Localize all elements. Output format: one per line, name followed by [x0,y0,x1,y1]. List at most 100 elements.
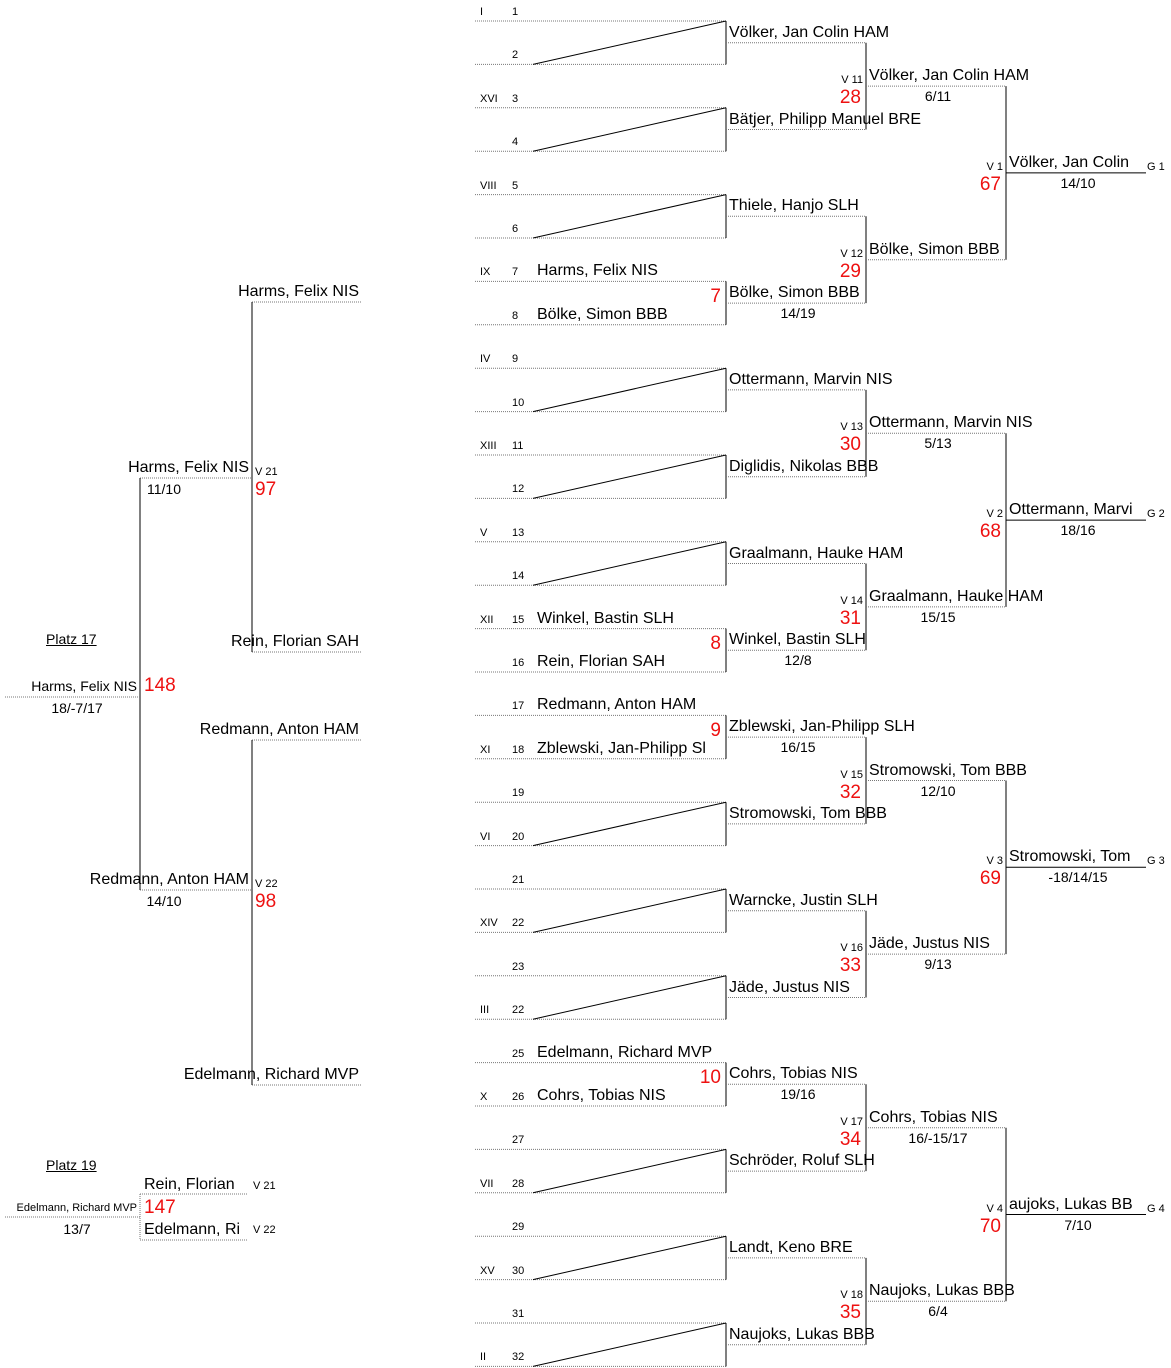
round1-winner-name: Landt, Keno BRE [729,1238,853,1256]
match-number: 9 [710,720,721,742]
round1-winner-name: Schröder, Roluf SLH [729,1152,875,1170]
seed-roman-numeral: II [480,1351,487,1364]
bye-diagonal [532,107,727,152]
match-score: 18/16 [1060,522,1096,539]
loser-reference: V 13 [840,421,863,434]
draw-position-number: 23 [512,960,525,973]
match-number: 67 [979,173,1001,195]
round1-winner-name: Thiele, Hanjo SLH [729,197,859,215]
match-score: 9/13 [924,956,952,973]
round1-winner-name: Warncke, Justin SLH [729,891,878,909]
round1-winner-name: Graalmann, Hauke HAM [729,544,904,562]
match-score: 18/-7/17 [51,700,103,716]
bye-diagonal [532,975,727,1020]
player-name: Harms, Felix NIS [537,262,658,280]
seed-roman-numeral: V [480,526,488,539]
match-number: 29 [839,260,861,282]
round3-winner-name: aujoks, Lukas BB [1009,1195,1133,1213]
round3-winner-name: Völker, Jan Colin [1009,153,1130,171]
match-score: 14/10 [146,893,182,909]
loser-reference: V 16 [840,942,863,955]
match-score: 6/4 [928,1303,948,1320]
match-score: 11/10 [147,481,181,497]
match-score: 16/15 [780,739,816,756]
match-number: 97 [255,479,277,500]
match-score: 12/10 [920,782,956,799]
match-score: 14/10 [1060,174,1096,191]
round1-winner-name: Stromowski, Tom BBB [729,804,887,822]
seed-roman-numeral: IV [480,353,491,366]
draw-position-number: 13 [512,526,525,539]
loser-reference: V 15 [840,768,863,781]
group-label: G 4 [1147,1202,1165,1215]
draw-position-number: 16 [512,657,525,669]
match-number: 31 [839,607,861,629]
group-label: G 1 [1147,160,1165,173]
loser-reference: V 22 [255,878,278,890]
seed-roman-numeral: X [480,1091,488,1103]
round2-winner-name: Stromowski, Tom BBB [869,761,1027,779]
round1-winner-name: Cohrs, Tobias NIS [729,1065,858,1083]
player-name: Redmann, Anton HAM [537,696,697,714]
draw-position-number: 27 [512,1134,525,1147]
match-number: 147 [144,1197,176,1218]
seed-roman-numeral: IX [480,266,491,279]
consolation-semi-winner: Harms, Felix NIS [128,459,249,476]
match-number: 148 [144,675,176,696]
draw-position-number: 5 [512,179,519,192]
draw-position-number: 20 [512,830,525,843]
match-number: 68 [979,521,1001,543]
loser-reference: V 12 [840,247,863,260]
draw-position-number: 29 [512,1221,525,1234]
round2-winner-name: Völker, Jan Colin HAM [869,67,1030,85]
consolation-player-name: Redmann, Anton HAM [199,721,359,738]
match-number: 30 [839,434,861,456]
match-score: -18/14/15 [1048,869,1108,886]
draw-position-number: 4 [512,136,519,149]
platz17-winner-name: Harms, Felix NIS [31,678,137,694]
round1-winner-name: Naujoks, Lukas BBB [729,1325,875,1343]
consolation-player-name: Harms, Felix NIS [238,283,359,300]
match-number: 98 [255,891,277,912]
match-number: 69 [979,868,1001,890]
match-number: 34 [839,1128,861,1150]
seed-roman-numeral: III [480,1004,490,1017]
match-score: 13/7 [63,1221,91,1237]
consolation-player-name: Edelmann, Richard MVP [183,1066,359,1083]
seed-roman-numeral: XI [480,743,491,756]
loser-reference: V 22 [253,1224,276,1236]
draw-position-number: 2 [512,49,519,62]
bye-diagonal [532,1322,727,1367]
loser-reference: V 17 [840,1115,863,1128]
seed-roman-numeral: XII [480,613,494,626]
match-score: 12/8 [784,652,812,669]
round1-winner-name: Winkel, Bastin SLH [729,631,866,649]
loser-reference: V 3 [986,855,1003,868]
draw-position-number: 9 [512,353,519,366]
round2-winner-name: Jäde, Justus NIS [869,935,990,953]
bye-diagonal [532,1235,727,1281]
platz19-player: Edelmann, Ri [144,1221,241,1238]
platz17-heading: Platz 17 [46,631,97,647]
draw-position-number: 8 [512,309,519,322]
round1-winner-name: Ottermann, Marvin NIS [729,370,893,388]
player-name: Cohrs, Tobias NIS [537,1087,666,1104]
round3-winner-name: Stromowski, Tom [1009,848,1131,866]
bye-diagonal [532,194,727,239]
loser-reference: V 1 [986,160,1003,173]
platz19-player: Rein, Florian [144,1176,235,1193]
match-score: 16/-15/17 [908,1129,968,1146]
match-score: 5/13 [924,435,952,452]
match-score: 14/19 [780,305,816,322]
draw-position-number: 22 [512,1004,525,1017]
player-name: Rein, Florian SAH [537,653,666,670]
match-number: 7 [710,286,721,308]
match-number: 28 [839,87,861,109]
loser-reference: V 18 [840,1289,863,1302]
draw-position-number: 31 [512,1308,525,1320]
seed-roman-numeral: VI [480,830,491,843]
bye-diagonal [532,454,727,499]
draw-position-number: 3 [512,92,519,105]
draw-position-number: 14 [512,570,525,583]
